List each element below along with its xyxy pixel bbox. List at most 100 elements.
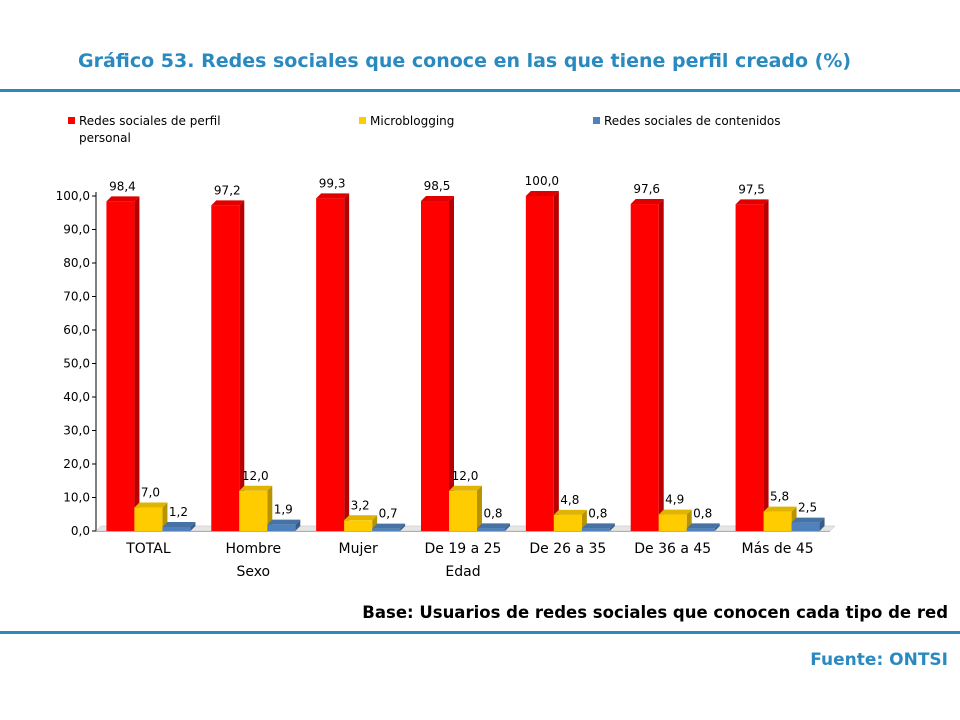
y-tick-label: 100,0	[56, 189, 90, 203]
bar-top	[735, 199, 769, 205]
bar-chart: 0,0 10,0 20,0 30,0 40,0 50,0 60,0 70,0 80,0 90,0 1…	[56, 174, 836, 580]
bar-top	[421, 196, 454, 202]
base-note: Base: Usuarios de redes sociales que con…	[362, 603, 948, 622]
legend-label: Redes sociales de perfil personal	[79, 114, 221, 145]
bar	[553, 514, 582, 531]
bar	[791, 522, 820, 531]
bar	[686, 528, 715, 531]
legend-swatch	[593, 117, 600, 124]
bar-side	[609, 523, 615, 531]
bar-top	[630, 199, 664, 205]
y-tick-label: 0,0	[71, 524, 90, 538]
bar	[211, 205, 240, 531]
bar-side	[267, 485, 273, 531]
bar-top	[525, 191, 559, 196]
y-tick-label: 70,0	[63, 290, 90, 304]
category-label: Más de 45	[741, 541, 813, 557]
y-tick-label: 30,0	[63, 424, 90, 438]
category-label: TOTAL	[125, 541, 171, 557]
bar-top	[344, 515, 378, 521]
category-label: Hombre	[225, 541, 281, 557]
bar-top	[449, 485, 482, 491]
y-tick-label: 60,0	[63, 323, 90, 337]
category-label: De 19 a 25	[425, 541, 502, 557]
y-tick-label: 80,0	[63, 256, 90, 270]
legend-swatch	[359, 117, 366, 124]
bar-side	[505, 523, 510, 531]
bar-top	[658, 509, 692, 515]
category-label: Mujer	[339, 541, 378, 557]
legend-item-perfil-personal: Redes sociales de perfil personal	[68, 113, 258, 147]
data-label: 100,0	[525, 174, 559, 188]
bar-side	[344, 193, 350, 531]
bar-top	[477, 523, 510, 529]
bar	[106, 201, 135, 532]
data-label: 2,5	[798, 501, 817, 515]
data-label: 1,9	[274, 503, 293, 517]
data-label: 0,8	[483, 506, 502, 520]
bottom-divider	[0, 631, 960, 634]
data-label: 98,4	[109, 179, 136, 193]
legend-label: Microblogging	[370, 114, 455, 128]
bar	[735, 204, 764, 531]
bar-top	[267, 519, 301, 525]
data-label: 0,8	[693, 506, 712, 520]
y-tick-label: 50,0	[63, 357, 90, 371]
bar	[316, 198, 345, 531]
bar-side	[190, 521, 196, 531]
bar	[477, 528, 505, 531]
bar-top	[162, 521, 196, 527]
bar-side	[714, 523, 720, 531]
top-divider	[0, 89, 960, 92]
bar	[344, 520, 373, 531]
data-label: 4,9	[665, 493, 684, 507]
data-label: 97,5	[738, 182, 765, 196]
data-label: 98,5	[424, 179, 451, 193]
legend-swatch	[68, 117, 75, 124]
bar-side	[477, 485, 482, 531]
bar	[239, 490, 268, 531]
bar	[581, 528, 610, 531]
bar-side	[449, 196, 454, 531]
bar	[763, 511, 792, 531]
bar-top	[372, 523, 406, 529]
chart-title: Gráfico 53. Redes sociales que conoce en…	[78, 50, 852, 72]
bar	[449, 490, 477, 531]
y-tick-label: 90,0	[63, 223, 90, 237]
group-label: Edad	[445, 564, 480, 580]
bar-side	[658, 199, 664, 531]
bar-top	[134, 502, 168, 508]
bar-side	[295, 519, 301, 531]
legend-label: Redes sociales de contenidos	[604, 114, 781, 128]
data-label: 1,2	[169, 505, 188, 519]
category-label: De 26 a 35	[529, 541, 606, 557]
bar	[372, 528, 401, 531]
data-label: 4,8	[560, 493, 579, 507]
bar-top	[553, 509, 587, 515]
bar	[134, 507, 163, 531]
data-label: 12,0	[242, 469, 269, 483]
bar	[162, 526, 191, 531]
data-label: 5,8	[770, 490, 789, 504]
category-label: De 36 a 45	[634, 541, 711, 557]
data-label: 0,7	[379, 507, 398, 521]
y-tick-label: 20,0	[63, 457, 90, 471]
bar-top	[763, 506, 797, 512]
group-label: Sexo	[236, 564, 270, 580]
bar-side	[553, 191, 559, 531]
source-note: Fuente: ONTSI	[810, 650, 948, 670]
bar	[421, 201, 449, 531]
bar-side	[400, 523, 406, 531]
data-label: 97,2	[214, 183, 241, 197]
bar-top	[581, 523, 615, 529]
bar-top	[686, 523, 720, 529]
bar-side	[239, 200, 245, 531]
bar-side	[134, 196, 140, 532]
bar-side	[763, 199, 769, 531]
data-label: 3,2	[351, 498, 370, 512]
data-label: 97,6	[633, 182, 660, 196]
data-label: 0,8	[588, 506, 607, 520]
bar-top	[106, 196, 140, 202]
bar	[525, 196, 554, 531]
legend-item-microblogging: Microblogging	[359, 113, 559, 130]
